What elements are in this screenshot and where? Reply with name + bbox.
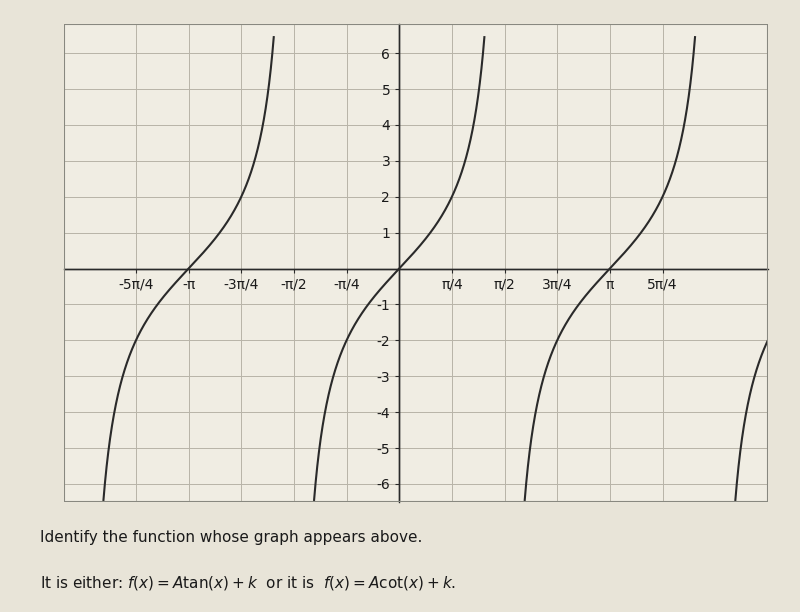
- Text: Identify the function whose graph appears above.: Identify the function whose graph appear…: [40, 529, 422, 545]
- Text: It is either: $f(x) = A\tan(x) + k$  or it is  $f(x) = A\cot(x) + k$.: It is either: $f(x) = A\tan(x) + k$ or i…: [40, 574, 456, 592]
- Bar: [64, 24, 768, 502]
